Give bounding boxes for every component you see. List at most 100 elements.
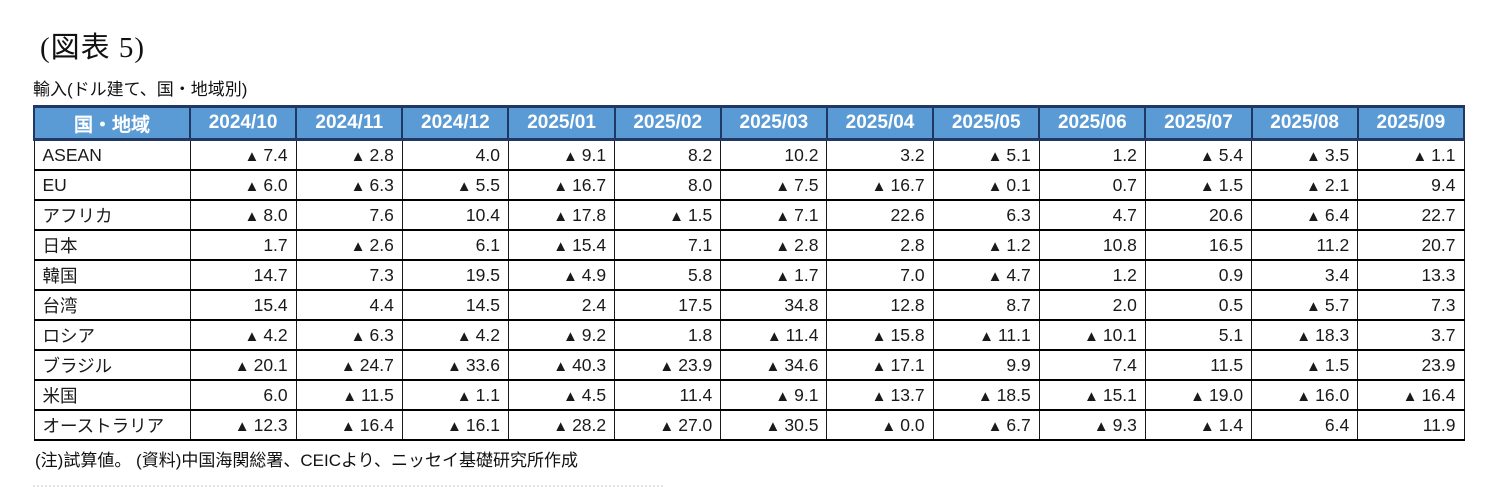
value-cell: ▲ 6.3 — [295, 319, 403, 351]
negative-triangle-icon: ▲ — [987, 177, 1003, 195]
row-label: ASEAN — [33, 138, 191, 171]
value-cell: ▲ 2.1 — [1251, 169, 1359, 201]
value-cell: ▲ 5.7 — [1251, 289, 1359, 321]
negative-triangle-icon: ▲ — [881, 417, 897, 435]
column-header: 2025/03 — [719, 105, 828, 141]
table-row: ロシア ▲ 4.2 ▲ 6.3 ▲ 4.2 ▲ 9.2 1.8 ▲ 11.4 ▲ 15.8 ▲ 11.1 ▲ 10… — [33, 319, 1465, 351]
negative-triangle-icon: ▲ — [766, 327, 782, 345]
negative-triangle-icon: ▲ — [1199, 147, 1215, 165]
value-cell: 20.7 — [1357, 229, 1465, 261]
negative-triangle-icon: ▲ — [871, 387, 887, 405]
negative-triangle-icon: ▲ — [1296, 327, 1312, 345]
negative-triangle-icon: ▲ — [977, 387, 993, 405]
value-cell: ▲ 4.2 — [401, 319, 509, 351]
value-cell: ▲ 6.0 — [189, 169, 297, 201]
negative-triangle-icon: ▲ — [553, 417, 569, 435]
value-cell: ▲ 15.1 — [1038, 379, 1146, 411]
negative-triangle-icon: ▲ — [987, 417, 1003, 435]
value-cell: ▲ 23.9 — [614, 349, 722, 381]
bottom-faint-rule — [33, 485, 663, 487]
value-cell: 11.5 — [1144, 349, 1253, 381]
value-cell: 8.0 — [614, 169, 722, 201]
value-cell: ▲ 4.7 — [932, 259, 1040, 291]
negative-triangle-icon: ▲ — [765, 357, 781, 375]
negative-triangle-icon: ▲ — [342, 387, 358, 405]
negative-triangle-icon: ▲ — [659, 417, 675, 435]
value-cell: ▲ 6.4 — [1251, 199, 1359, 231]
value-cell: ▲ 11.4 — [720, 319, 828, 351]
table-row: オーストラリア ▲ 12.3 ▲ 16.4 ▲ 16.1 ▲ 28.2 ▲ 27.0 ▲ 30.5 ▲ 0.… — [33, 409, 1465, 441]
negative-triangle-icon: ▲ — [340, 357, 356, 375]
value-cell: ▲ 15.8 — [826, 319, 934, 351]
negative-triangle-icon: ▲ — [1083, 327, 1099, 345]
table-row: ASEAN ▲ 7.4 ▲ 2.8 4.0 ▲ 9.1 8.2 10.2 3.2 ▲ 5.1 1.2 ▲ 5.… — [33, 138, 1465, 171]
value-cell: ▲ 16.1 — [401, 409, 509, 441]
value-cell: ▲ 1.5 — [1144, 169, 1253, 201]
column-header: 2025/05 — [932, 105, 1041, 141]
negative-triangle-icon: ▲ — [1296, 387, 1312, 405]
negative-triangle-icon: ▲ — [1306, 297, 1321, 315]
value-cell: ▲ 1.5 — [614, 199, 722, 231]
negative-triangle-icon: ▲ — [871, 357, 887, 375]
value-cell: 0.7 — [1038, 169, 1146, 201]
value-cell: ▲ 10.1 — [1038, 319, 1146, 351]
table-row: 台湾 15.4 4.4 14.5 2.4 17.5 34.8 12.8 8.7 2.0 0.5 ▲ 5.… — [33, 289, 1465, 321]
negative-triangle-icon: ▲ — [987, 147, 1003, 165]
value-cell: 14.5 — [401, 289, 509, 321]
value-cell: ▲ 28.2 — [507, 409, 616, 441]
negative-triangle-icon: ▲ — [234, 357, 250, 375]
source-note: (注)試算値。 (資料)中国海関総署、CEICより、ニッセイ基礎研究所作成 — [35, 451, 578, 470]
value-cell: 3.4 — [1251, 259, 1359, 291]
negative-triangle-icon: ▲ — [871, 177, 887, 195]
row-label: オーストラリア — [33, 409, 191, 441]
value-cell: ▲ 1.2 — [932, 229, 1040, 261]
negative-triangle-icon: ▲ — [456, 387, 472, 405]
value-cell: 6.1 — [401, 229, 509, 261]
value-cell: ▲ 4.5 — [507, 379, 616, 411]
value-cell: 9.9 — [932, 349, 1040, 381]
value-cell: 23.9 — [1357, 349, 1465, 381]
negative-triangle-icon: ▲ — [775, 237, 791, 255]
negative-triangle-icon: ▲ — [1093, 417, 1109, 435]
value-cell: 6.0 — [189, 379, 297, 411]
value-cell: ▲ 8.0 — [189, 199, 297, 231]
negative-triangle-icon: ▲ — [244, 177, 260, 195]
table-row: 米国 6.0 ▲ 11.5 ▲ 1.1 ▲ 4.5 11.4 ▲ 9.1 ▲ 13.7 ▲ 18.5 ▲ 15.… — [33, 379, 1465, 411]
data-table: 国・地域 2024/10 2024/11 2024/12 2025/01 2025/02 2… — [33, 105, 1466, 441]
value-cell: ▲ 18.3 — [1251, 319, 1359, 351]
negative-triangle-icon: ▲ — [562, 267, 578, 285]
negative-triangle-icon: ▲ — [456, 177, 472, 195]
negative-triangle-icon: ▲ — [340, 417, 356, 435]
value-cell: ▲ 5.4 — [1144, 138, 1253, 171]
value-cell: 7.3 — [1357, 289, 1465, 321]
value-cell: ▲ 17.8 — [507, 199, 616, 231]
value-cell: 3.2 — [826, 138, 934, 171]
table-header: 国・地域 2024/10 2024/11 2024/12 2025/01 2025/02 2… — [33, 105, 1466, 141]
negative-triangle-icon: ▲ — [1199, 177, 1215, 195]
value-cell: ▲ 9.1 — [720, 379, 828, 411]
row-label: 日本 — [33, 229, 191, 261]
negative-triangle-icon: ▲ — [987, 267, 1003, 285]
value-cell: ▲ 2.8 — [295, 138, 403, 171]
value-cell: 6.4 — [1251, 409, 1359, 441]
table-row: アフリカ ▲ 8.0 7.6 10.4 ▲ 17.8 ▲ 1.5 ▲ 7.1 22.6 6.3 4.7 20… — [33, 199, 1465, 231]
negative-triangle-icon: ▲ — [244, 327, 260, 345]
negative-triangle-icon: ▲ — [1306, 207, 1321, 225]
negative-triangle-icon: ▲ — [244, 147, 260, 165]
negative-triangle-icon: ▲ — [775, 267, 791, 285]
value-cell: ▲ 0.1 — [932, 169, 1040, 201]
negative-triangle-icon: ▲ — [775, 177, 791, 195]
value-cell: 6.3 — [932, 199, 1040, 231]
column-header: 2025/07 — [1144, 105, 1253, 141]
value-cell: 4.4 — [295, 289, 403, 321]
value-cell: ▲ 1.1 — [401, 379, 509, 411]
row-label: ロシア — [33, 319, 191, 351]
value-cell: 8.7 — [932, 289, 1040, 321]
negative-triangle-icon: ▲ — [447, 417, 462, 435]
value-cell: 10.2 — [720, 138, 828, 171]
negative-triangle-icon: ▲ — [1190, 387, 1205, 405]
negative-triangle-icon: ▲ — [979, 327, 994, 345]
value-cell: 4.7 — [1038, 199, 1146, 231]
value-cell: 13.3 — [1357, 259, 1465, 291]
value-cell: ▲ 2.8 — [720, 229, 828, 261]
